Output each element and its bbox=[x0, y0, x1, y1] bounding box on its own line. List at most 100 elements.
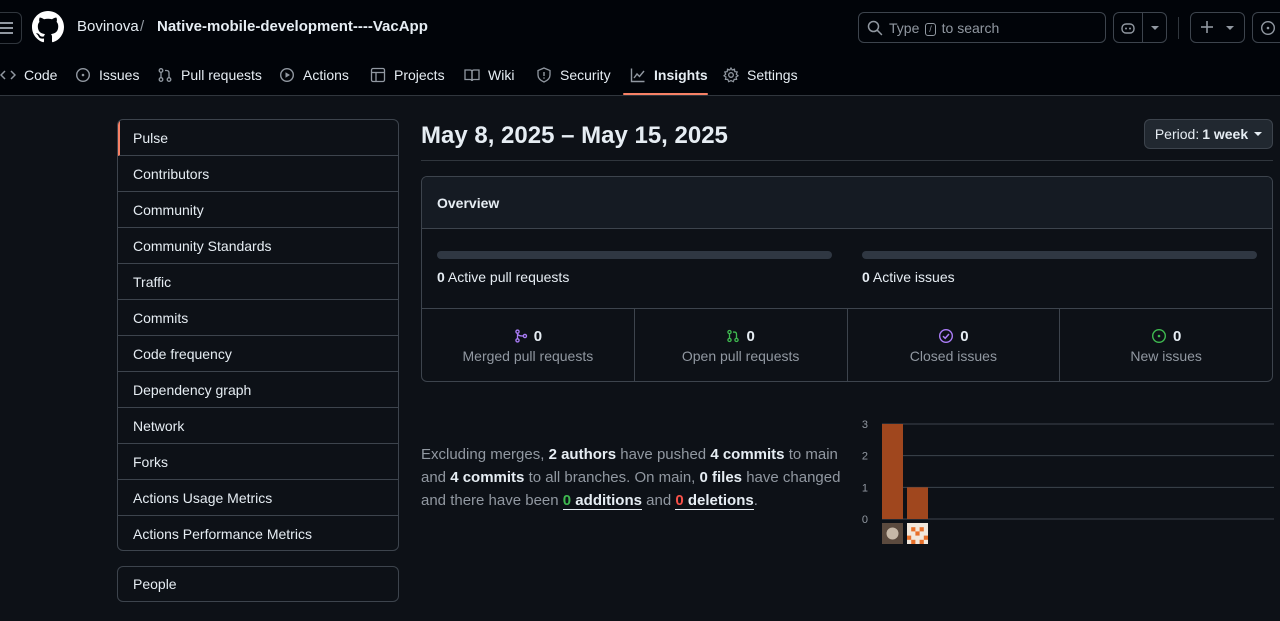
open-prs-stat[interactable]: 0 Open pull requests bbox=[635, 309, 848, 381]
tab-pull-requests[interactable]: Pull requests bbox=[157, 60, 262, 90]
merged-prs-stat[interactable]: 0 Merged pull requests bbox=[422, 309, 635, 381]
y-tick-label: 1 bbox=[862, 482, 868, 494]
search-input[interactable]: Type / to search bbox=[858, 12, 1106, 43]
period-value: 1 week bbox=[1202, 126, 1249, 142]
sidebar-item-dependency-graph[interactable]: Dependency graph bbox=[118, 372, 398, 408]
closed-issues-count: 0 bbox=[960, 327, 969, 345]
tab-security[interactable]: Security bbox=[536, 60, 611, 90]
sidebar-item-forks[interactable]: Forks bbox=[118, 444, 398, 480]
sidebar-item-pulse[interactable]: Pulse bbox=[118, 120, 398, 156]
git-pull-request-icon bbox=[727, 329, 740, 343]
graph-icon bbox=[630, 68, 645, 83]
overview-panel: Overview 0 Active pull requests 0 Active… bbox=[421, 176, 1273, 382]
sidebar-item-commits[interactable]: Commits bbox=[118, 300, 398, 336]
sidebar-item-actions-usage-metrics[interactable]: Actions Usage Metrics bbox=[118, 480, 398, 516]
issues-button[interactable] bbox=[1252, 12, 1280, 43]
tab-settings[interactable]: Settings bbox=[723, 60, 798, 90]
issue-opened-icon bbox=[1260, 20, 1276, 36]
open-prs-label: Open pull requests bbox=[681, 347, 800, 364]
commits-all-count: 4 commits bbox=[450, 469, 525, 486]
y-tick-label: 0 bbox=[862, 514, 868, 526]
plus-icon bbox=[1201, 21, 1213, 33]
merged-prs-count: 0 bbox=[533, 327, 543, 345]
active-tab-indicator bbox=[623, 93, 708, 95]
copilot-button[interactable] bbox=[1113, 12, 1167, 43]
tab-issues[interactable]: Issues bbox=[75, 60, 139, 90]
tab-label: Insights bbox=[654, 67, 708, 83]
sidebar-item-actions-performance-metrics[interactable]: Actions Performance Metrics bbox=[133, 526, 312, 542]
authors-count: 2 authors bbox=[548, 446, 617, 463]
files-changed-count: 0 files bbox=[699, 469, 743, 486]
tab-label: Issues bbox=[99, 67, 140, 83]
new-issues-count: 0 bbox=[1172, 327, 1182, 345]
page-title: May 8, 2025 – May 15, 2025 bbox=[421, 122, 728, 149]
active-prs-link[interactable]: 0 Active pull requests bbox=[437, 269, 569, 285]
tab-wiki[interactable]: Wiki bbox=[464, 60, 514, 90]
gear-icon bbox=[723, 67, 739, 83]
repo-tabs: Code Issues Pull requests Actions Projec… bbox=[0, 56, 1280, 96]
menu-icon bbox=[0, 22, 13, 24]
closed-issues-stat[interactable]: 0 Closed issues bbox=[848, 309, 1061, 381]
active-prs-progress-bar bbox=[437, 251, 832, 259]
bar[interactable] bbox=[882, 424, 903, 519]
sidebar-item-code-frequency[interactable]: Code frequency bbox=[118, 336, 398, 372]
search-prefix: Type bbox=[889, 20, 920, 36]
github-logo-icon[interactable] bbox=[32, 11, 64, 43]
copilot-icon bbox=[1121, 23, 1135, 34]
tab-label: Settings bbox=[747, 67, 798, 83]
issue-opened-icon bbox=[75, 67, 91, 83]
table-icon bbox=[370, 67, 386, 83]
search-suffix: to search bbox=[941, 20, 1000, 36]
period-dropdown[interactable]: Period: 1 week bbox=[1144, 119, 1273, 149]
issue-closed-icon bbox=[939, 328, 954, 344]
active-prs-label: Active pull requests bbox=[447, 269, 570, 285]
active-issues-count: 0 bbox=[862, 269, 870, 285]
active-issues-link[interactable]: 0 Active issues bbox=[862, 269, 955, 285]
merged-prs-label: Merged pull requests bbox=[462, 347, 594, 364]
tab-label: Wiki bbox=[488, 67, 515, 83]
repo-owner-link[interactable]: Bovinova bbox=[77, 18, 139, 35]
additions-link[interactable]: 0 additions bbox=[562, 492, 642, 510]
author-avatar[interactable] bbox=[882, 523, 903, 544]
tab-insights[interactable]: Insights bbox=[630, 60, 708, 90]
create-new-button[interactable] bbox=[1190, 12, 1245, 43]
overview-title: Overview bbox=[422, 177, 1272, 229]
sidebar-item-people[interactable]: People bbox=[117, 566, 399, 602]
sidebar-item-community[interactable]: Community bbox=[118, 192, 398, 228]
code-icon bbox=[0, 70, 16, 80]
active-issues-label: Active issues bbox=[872, 269, 955, 285]
tab-actions[interactable]: Actions bbox=[279, 60, 349, 90]
sidebar-item-traffic[interactable]: Traffic bbox=[118, 264, 398, 300]
insights-sidebar: Pulse Contributors Community Community S… bbox=[117, 119, 399, 551]
author-avatar[interactable] bbox=[907, 523, 928, 544]
tab-label: Projects bbox=[394, 67, 445, 83]
repo-name-link[interactable]: Native-mobile-development----VacApp bbox=[157, 18, 428, 35]
menu-button[interactable] bbox=[0, 12, 22, 44]
sidebar-item-community-standards[interactable]: Community Standards bbox=[118, 228, 398, 264]
chevron-down-icon bbox=[1226, 26, 1234, 30]
git-pull-request-icon bbox=[158, 68, 172, 82]
closed-issues-label: Closed issues bbox=[909, 347, 997, 364]
global-header: Bovinova / Native-mobile-development----… bbox=[0, 0, 1280, 96]
sidebar-item-network[interactable]: Network bbox=[118, 408, 398, 444]
breadcrumb-separator: / bbox=[140, 18, 145, 35]
shield-icon bbox=[537, 67, 551, 83]
divider bbox=[421, 160, 1273, 161]
chevron-down-icon bbox=[1151, 26, 1159, 30]
issue-opened-icon bbox=[1151, 328, 1166, 344]
active-issues-progress-bar bbox=[862, 251, 1257, 259]
tab-label: Pull requests bbox=[181, 67, 262, 83]
sidebar-item-contributors[interactable]: Contributors bbox=[118, 156, 398, 192]
y-tick-label: 3 bbox=[862, 419, 868, 431]
bar[interactable] bbox=[907, 487, 928, 519]
commits-main-count: 4 commits bbox=[710, 446, 785, 463]
tab-label: Code bbox=[24, 67, 58, 83]
tab-code[interactable]: Code bbox=[0, 60, 57, 90]
deletions-link[interactable]: 0 deletions bbox=[675, 492, 754, 510]
search-shortcut-key: / bbox=[925, 23, 936, 36]
new-issues-stat[interactable]: 0 New issues bbox=[1060, 309, 1272, 381]
tab-label: Security bbox=[560, 67, 611, 83]
period-label: Period: bbox=[1154, 126, 1200, 142]
tab-projects[interactable]: Projects bbox=[370, 60, 445, 90]
active-prs-count: 0 bbox=[437, 269, 445, 285]
